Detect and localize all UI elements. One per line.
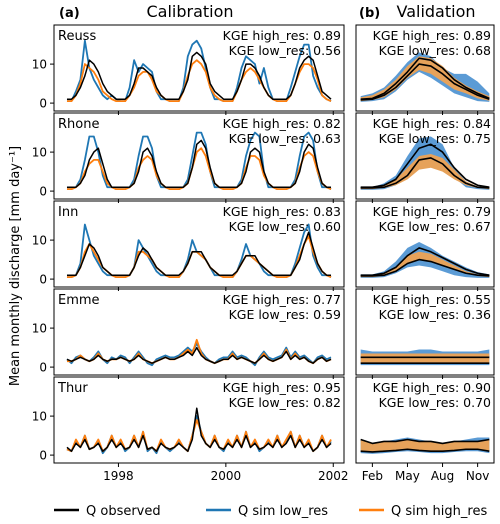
kge-high-validation-emme: KGE high_res: 0.55 — [373, 292, 491, 307]
kge-low-validation-inn: KGE low_res: 0.67 — [379, 219, 491, 234]
kge-high-validation-reuss: KGE high_res: 0.89 — [373, 28, 491, 43]
validation-axes-thur — [355, 376, 495, 464]
y-tick-label-emme: 0 — [39, 361, 47, 375]
range-band-high-res-rhone — [360, 154, 490, 190]
kge-high-emme: KGE high_res: 0.77 — [223, 292, 341, 307]
series-line-observed-rhone — [66, 139, 332, 188]
kge-low-inn: KGE low_res: 0.60 — [229, 219, 341, 234]
kge-low-rhone: KGE low_res: 0.63 — [229, 131, 341, 146]
panel-b-letter: (b) — [359, 6, 380, 21]
y-tick-label-rhone: 10 — [32, 146, 47, 160]
calibration-axes-rhone — [53, 112, 345, 200]
y-tick-label-thur: 10 — [32, 410, 47, 424]
x-tick-label-calibration: 2002 — [318, 469, 349, 483]
observed-line-reuss-1 — [360, 57, 490, 100]
validation-axes-rhone — [355, 112, 495, 200]
catchment-label-emme: Emme — [58, 293, 100, 308]
legend: Q observed Q sim low_res Q sim high_res — [54, 504, 487, 519]
y-tick-label-rhone: 0 — [39, 185, 47, 199]
y-tick-label-inn: 0 — [39, 273, 47, 287]
kge-low-validation-thur: KGE low_res: 0.70 — [379, 395, 491, 410]
observed-line-reuss-0 — [360, 63, 490, 101]
kge-low-thur: KGE low_res: 0.82 — [229, 395, 341, 410]
y-tick-label-emme: 10 — [32, 322, 47, 336]
catchment-label-rhone: Rhone — [58, 117, 99, 132]
validation-axes-reuss — [355, 24, 495, 112]
catchment-label-inn: Inn — [58, 205, 78, 220]
series-line-observed-inn — [66, 231, 332, 276]
calibration-axes-inn — [53, 200, 345, 288]
observed-line-rhone-1 — [360, 143, 490, 188]
kge-low-validation-rhone: KGE low_res: 0.75 — [379, 131, 491, 146]
y-tick-label-reuss: 10 — [32, 58, 47, 72]
calibration-axes-emme — [53, 288, 345, 376]
kge-high-reuss: KGE high_res: 0.89 — [223, 28, 341, 43]
x-tick-label-validation: May — [395, 469, 420, 483]
x-tick-label-validation: Aug — [431, 469, 454, 483]
catchment-label-thur: Thur — [57, 381, 88, 396]
kge-low-validation-emme: KGE low_res: 0.36 — [379, 307, 491, 322]
validation-axes-inn — [355, 200, 495, 288]
x-tick-label-calibration: 2000 — [211, 469, 242, 483]
y-tick-label-inn: 10 — [32, 234, 47, 248]
calibration-axes-thur — [53, 376, 345, 464]
legend-label-low-res: Q sim low_res — [238, 504, 328, 519]
kge-low-validation-reuss: KGE low_res: 0.68 — [379, 43, 491, 58]
x-tick-label-validation: Feb — [362, 469, 383, 483]
panel-a-letter: (a) — [59, 6, 80, 21]
calibration-axes-reuss — [53, 24, 345, 112]
y-tick-label-thur: 0 — [39, 449, 47, 463]
catchment-label-reuss: Reuss — [58, 29, 96, 44]
series-line-observed-thur — [66, 407, 332, 452]
kge-low-emme: KGE low_res: 0.59 — [229, 307, 341, 322]
legend-label-observed: Q observed — [86, 504, 161, 519]
kge-high-validation-thur: KGE high_res: 0.90 — [373, 380, 491, 395]
range-band-high-res-thur — [360, 439, 490, 452]
panel-b-title: Validation — [396, 2, 475, 21]
legend-label-high-res: Q sim high_res — [391, 504, 487, 519]
observed-line-inn-1 — [360, 247, 490, 277]
observed-line-inn-0 — [360, 258, 490, 277]
kge-high-validation-rhone: KGE high_res: 0.84 — [373, 116, 491, 131]
x-tick-label-validation: Nov — [466, 469, 489, 483]
series-line-high-res-reuss — [66, 59, 332, 103]
kge-high-inn: KGE high_res: 0.83 — [223, 204, 341, 219]
kge-high-thur: KGE high_res: 0.95 — [223, 380, 341, 395]
kge-high-validation-inn: KGE high_res: 0.79 — [373, 204, 491, 219]
observed-line-thur-0 — [360, 448, 490, 453]
x-tick-label-calibration: 1998 — [103, 469, 134, 483]
series-line-high-res-rhone — [66, 147, 332, 191]
kge-low-reuss: KGE low_res: 0.56 — [229, 43, 341, 58]
range-band-high-res-inn — [360, 251, 490, 278]
observed-line-rhone-0 — [360, 157, 490, 189]
observed-line-thur-1 — [360, 438, 490, 445]
validation-axes-emme — [355, 288, 495, 376]
range-band-high-res-emme — [360, 353, 490, 364]
y-tick-label-reuss: 0 — [39, 97, 47, 111]
y-axis-label: Mean monthly discharge [mm day⁻¹] — [8, 146, 23, 386]
series-line-observed-reuss — [66, 51, 332, 100]
kge-high-rhone: KGE high_res: 0.82 — [223, 116, 341, 131]
series-line-observed-emme — [66, 346, 332, 364]
panel-a-title: Calibration — [146, 2, 233, 21]
